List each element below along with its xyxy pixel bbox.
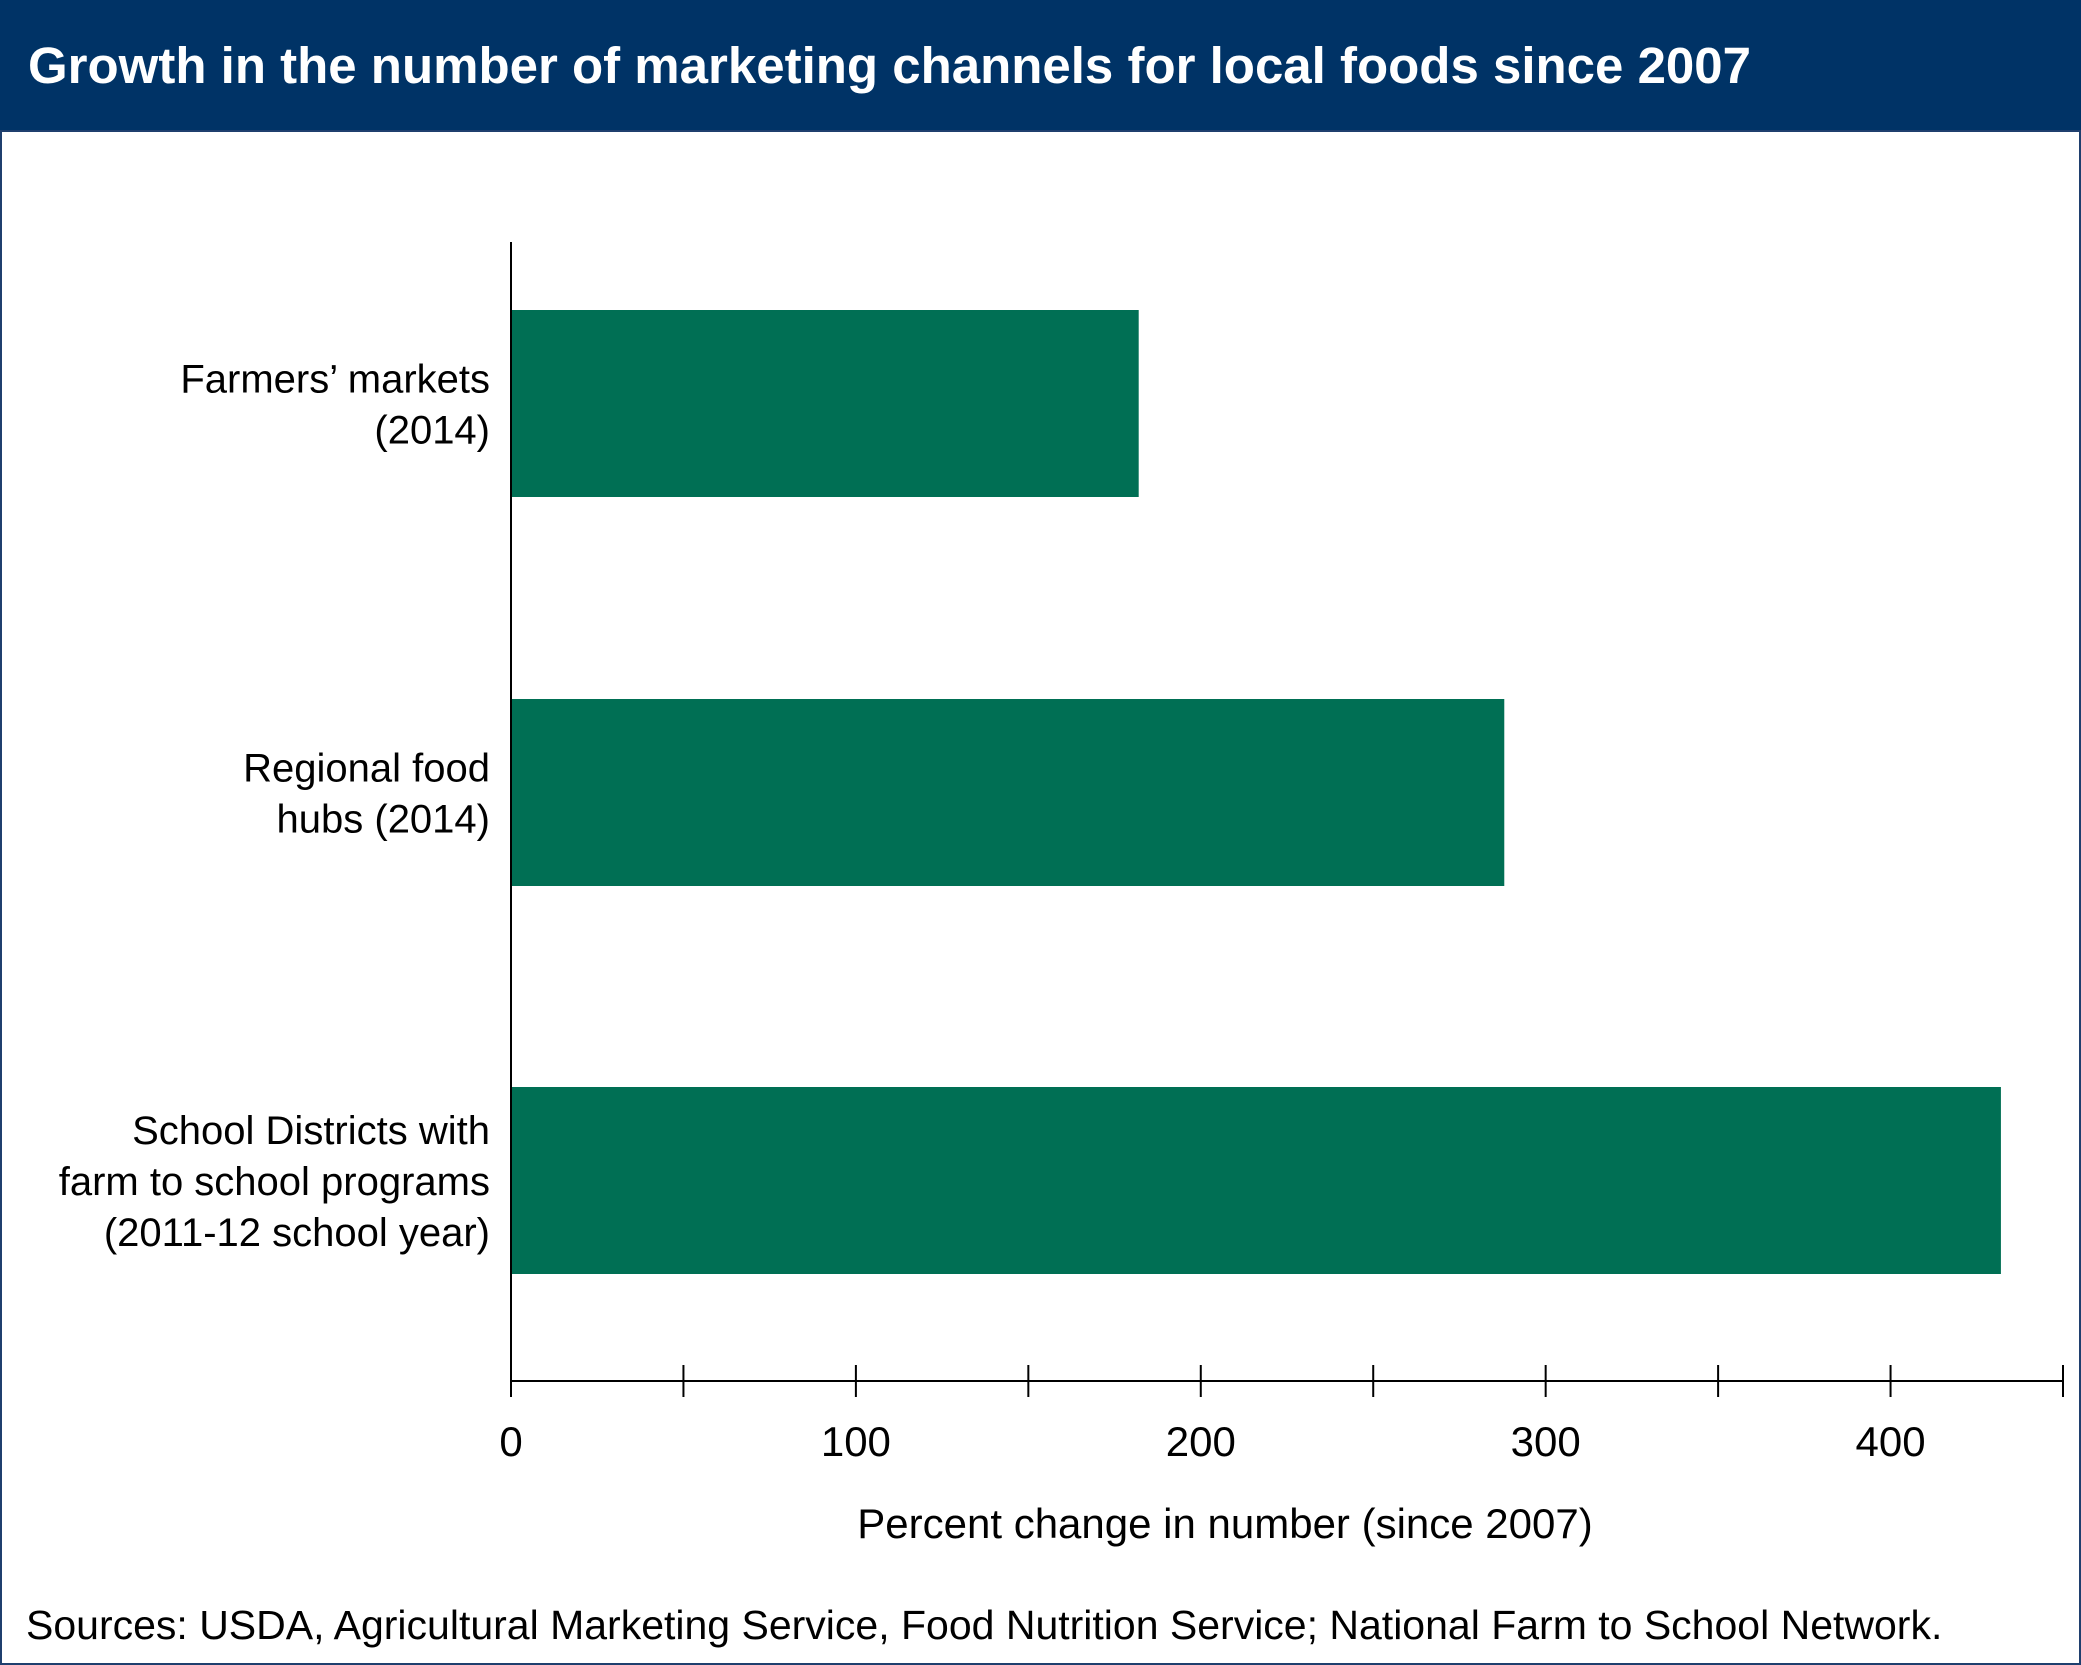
source-note: Sources: USDA, Agricultural Marketing Se… [26, 1602, 1943, 1648]
bar-1 [511, 310, 1139, 497]
x-tick-label-0: 0 [499, 1418, 522, 1465]
x-tick-label-400: 400 [1856, 1418, 1926, 1465]
category-label-line: hubs (2014) [277, 797, 490, 841]
axis-layer [510, 242, 2063, 1397]
category-label-line: farm to school programs [59, 1160, 490, 1204]
category-label-3: School Districts with farm to school prog… [59, 1109, 490, 1255]
bar-2 [511, 699, 1505, 886]
category-label-line: (2011-12 school year) [104, 1211, 490, 1255]
category-label-line: Regional food [243, 746, 490, 790]
ticks-layer: 0 100 200 300 400 [499, 1365, 2064, 1465]
x-axis-title: Percent change in number (since 2007) [857, 1500, 1592, 1547]
title-bar: Growth in the number of marketing channe… [0, 0, 2081, 132]
category-labels: Farmers’ markets (2014) Regional food hubs … [59, 357, 490, 1255]
x-tick-label-200: 200 [1166, 1418, 1236, 1465]
category-label-line: (2014) [374, 408, 490, 452]
category-label-2: Regional food hubs (2014) [243, 746, 490, 841]
x-tick-label-100: 100 [821, 1418, 891, 1465]
x-tick-label-300: 300 [1511, 1418, 1581, 1465]
bars-layer [511, 310, 2001, 1274]
category-label-1: Farmers’ markets (2014) [180, 357, 490, 452]
category-label-line: School Districts with [132, 1109, 490, 1153]
category-label-line: Farmers’ markets [180, 357, 490, 401]
bar-3 [511, 1087, 2001, 1274]
chart-title: Growth in the number of marketing channe… [28, 37, 1752, 94]
